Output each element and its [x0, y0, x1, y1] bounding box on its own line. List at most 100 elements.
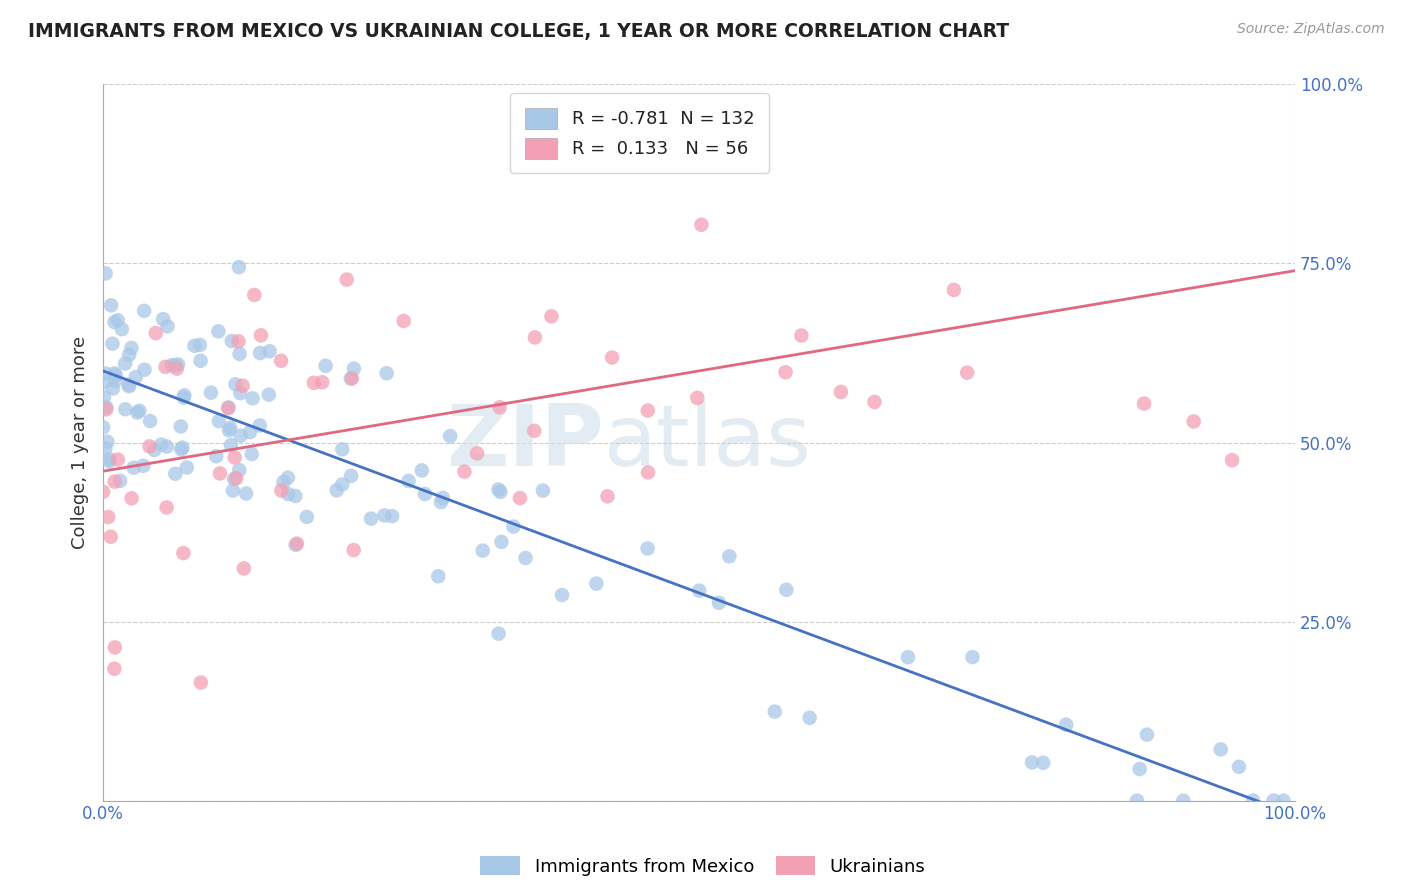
- Point: [225, 471, 247, 485]
- Point: [325, 483, 347, 498]
- Point: [242, 392, 264, 406]
- Point: [232, 561, 254, 575]
- Point: [600, 351, 623, 365]
- Point: [311, 376, 333, 390]
- Point: [228, 463, 250, 477]
- Point: [491, 534, 513, 549]
- Point: [1054, 717, 1077, 731]
- Point: [108, 474, 131, 488]
- Point: [340, 371, 363, 385]
- Point: [340, 468, 363, 483]
- Point: [224, 450, 246, 465]
- Point: [98, 454, 121, 468]
- Point: [1220, 453, 1243, 467]
- Point: [172, 441, 194, 455]
- Point: [430, 495, 453, 509]
- Point: [219, 438, 242, 452]
- Point: [139, 414, 162, 428]
- Point: [217, 401, 239, 415]
- Point: [1182, 415, 1205, 429]
- Point: [200, 385, 222, 400]
- Point: [360, 511, 382, 525]
- Point: [96, 400, 118, 414]
- Point: [249, 346, 271, 360]
- Point: [489, 484, 512, 499]
- Point: [176, 460, 198, 475]
- Point: [1136, 728, 1159, 742]
- Point: [229, 386, 252, 401]
- Point: [207, 324, 229, 338]
- Point: [107, 313, 129, 327]
- Point: [637, 541, 659, 556]
- Point: [690, 218, 713, 232]
- Point: [100, 298, 122, 312]
- Point: [156, 500, 179, 515]
- Point: [277, 487, 299, 501]
- Point: [104, 367, 127, 381]
- Point: [531, 483, 554, 498]
- Point: [235, 486, 257, 500]
- Point: [165, 359, 187, 373]
- Point: [411, 463, 433, 477]
- Point: [1129, 762, 1152, 776]
- Legend: Immigrants from Mexico, Ukrainians: Immigrants from Mexico, Ukrainians: [474, 849, 932, 883]
- Point: [330, 442, 353, 457]
- Point: [799, 711, 821, 725]
- Point: [173, 391, 195, 405]
- Point: [188, 338, 211, 352]
- Point: [637, 466, 659, 480]
- Point: [240, 447, 263, 461]
- Point: [117, 377, 139, 392]
- Point: [637, 403, 659, 417]
- Point: [375, 366, 398, 380]
- Point: [285, 536, 308, 550]
- Y-axis label: College, 1 year or more: College, 1 year or more: [72, 336, 89, 549]
- Point: [224, 377, 246, 392]
- Point: [145, 326, 167, 340]
- Point: [121, 491, 143, 506]
- Point: [551, 588, 574, 602]
- Point: [486, 483, 509, 497]
- Point: [250, 328, 273, 343]
- Point: [132, 458, 155, 473]
- Point: [100, 530, 122, 544]
- Point: [339, 371, 361, 385]
- Point: [1021, 756, 1043, 770]
- Point: [343, 543, 366, 558]
- Point: [515, 551, 537, 566]
- Point: [273, 475, 295, 489]
- Point: [96, 402, 118, 417]
- Point: [222, 472, 245, 486]
- Point: [707, 596, 730, 610]
- Point: [942, 283, 965, 297]
- Point: [432, 491, 454, 505]
- Point: [392, 314, 415, 328]
- Point: [218, 401, 240, 415]
- Point: [104, 640, 127, 655]
- Point: [94, 367, 117, 381]
- Point: [143, 443, 166, 458]
- Point: [128, 403, 150, 417]
- Point: [219, 421, 242, 435]
- Point: [585, 576, 607, 591]
- Point: [172, 546, 194, 560]
- Point: [229, 428, 252, 442]
- Point: [373, 508, 395, 523]
- Point: [150, 437, 173, 451]
- Point: [270, 483, 292, 498]
- Point: [830, 384, 852, 399]
- Point: [107, 452, 129, 467]
- Point: [218, 423, 240, 437]
- Point: [956, 366, 979, 380]
- Point: [284, 538, 307, 552]
- Point: [96, 434, 118, 449]
- Point: [763, 705, 786, 719]
- Point: [302, 376, 325, 390]
- Point: [1272, 794, 1295, 808]
- Point: [101, 381, 124, 395]
- Point: [315, 359, 337, 373]
- Text: ZIP: ZIP: [446, 401, 603, 484]
- Point: [156, 440, 179, 454]
- Point: [239, 425, 262, 439]
- Point: [91, 484, 114, 499]
